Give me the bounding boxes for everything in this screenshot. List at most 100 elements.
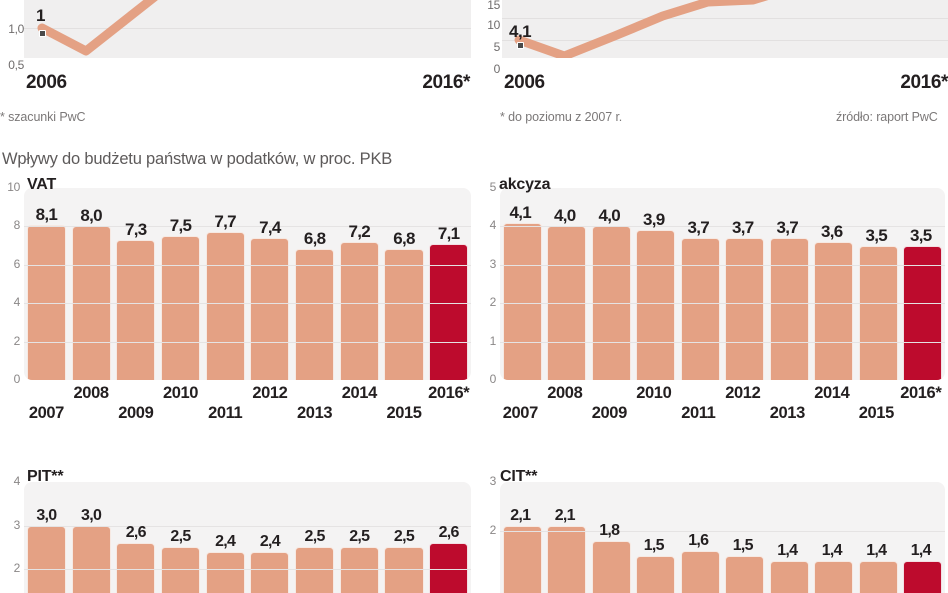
bar-2009[interactable]: [591, 541, 631, 593]
bar-2010[interactable]: [160, 547, 201, 593]
bars-layer: [500, 188, 945, 380]
bar-2013[interactable]: [295, 547, 335, 593]
y-tick-label: 0,5: [8, 58, 24, 72]
chart-panel-cit: CIT** 2 3 2,1 2,1 1,8 1,5 1,6 1,5 1,4 1,4 1,4 1,4: [474, 468, 948, 593]
x-tick-label: 2011: [208, 404, 243, 422]
data-point-label: 1: [36, 6, 45, 25]
line-plot-area: [502, 0, 948, 58]
line-series-path: [514, 0, 769, 58]
bar-2016[interactable]: [429, 542, 469, 593]
y-tick-label: 10: [487, 18, 500, 32]
bar-2011[interactable]: [680, 237, 720, 380]
data-point-marker: [39, 30, 46, 37]
bar-2014[interactable]: [339, 241, 379, 380]
bar-2009[interactable]: [116, 239, 156, 380]
bar-2008[interactable]: [71, 525, 111, 593]
bar-2012[interactable]: [725, 556, 765, 593]
x-tick-label: 2014: [341, 384, 378, 402]
bar-2012[interactable]: [725, 237, 765, 380]
bar-value-label: 2,4: [259, 532, 281, 550]
bar-value-label: 1,4: [910, 541, 932, 559]
bar-2011[interactable]: [205, 232, 245, 380]
footnote-left: * szacunki PwC: [0, 110, 86, 124]
y-tick-label: 2: [489, 295, 497, 310]
bar-2016[interactable]: [429, 243, 469, 380]
section-heading: Wpływy do budżetu państwa w podatków, w …: [2, 150, 393, 168]
plot-area: [24, 482, 471, 593]
bar-2007[interactable]: [26, 224, 66, 380]
bars-layer: [24, 482, 471, 593]
bar-value-label: 1,8: [599, 522, 620, 540]
bar-2012[interactable]: [250, 237, 290, 380]
x-tick-label: 2010: [162, 384, 199, 402]
y-tick-label: 4: [13, 295, 21, 310]
bar-2013[interactable]: [769, 237, 809, 380]
bar-2012[interactable]: [250, 551, 290, 593]
bar-2007[interactable]: [502, 526, 542, 593]
bar-2010[interactable]: [160, 236, 201, 380]
y-tick-label: 8: [13, 218, 21, 233]
bar-value-label: 2,5: [349, 528, 370, 546]
x-tick-label: 2010: [636, 384, 672, 402]
bar-2009[interactable]: [116, 542, 156, 593]
gridline: [24, 303, 471, 305]
y-tick-label: 3: [13, 517, 21, 532]
bar-2010[interactable]: [636, 556, 676, 593]
bar-value-label: 8,0: [80, 206, 102, 226]
y-tick-label: 10: [7, 180, 20, 194]
bar-2013[interactable]: [295, 249, 335, 380]
bar-2007[interactable]: [502, 222, 542, 380]
gridline: [502, 18, 948, 19]
y-tick-label: 2: [13, 333, 21, 348]
x-axis-end-year: 2016*: [422, 72, 470, 93]
bar-value-label: 2,1: [554, 507, 576, 525]
x-tick-label: 2012: [725, 384, 761, 402]
bar-value-label: 3,0: [81, 506, 102, 524]
source-attribution: źródło: raport PwC: [836, 110, 938, 124]
bar-2010[interactable]: [636, 230, 676, 380]
bar-2007[interactable]: [26, 525, 66, 593]
bar-2008[interactable]: [547, 526, 587, 593]
bar-value-label: 3,7: [687, 217, 710, 237]
bar-value-label: 7,4: [259, 217, 281, 237]
bar-2015[interactable]: [384, 249, 424, 380]
bar-value-label: 1,4: [777, 541, 798, 559]
bar-value-label: 1,5: [643, 537, 665, 554]
x-tick-label: 2009: [118, 404, 154, 422]
bar-2014[interactable]: [814, 560, 854, 593]
bar-2013[interactable]: [769, 560, 809, 593]
bar-2011[interactable]: [205, 551, 245, 593]
x-tick-label: 2014: [814, 384, 850, 402]
bar-value-label: 4,0: [554, 206, 576, 226]
x-tick-label: 2013: [769, 404, 806, 422]
bar-2015[interactable]: [384, 547, 424, 593]
bar-2014[interactable]: [814, 241, 854, 380]
bar-2014[interactable]: [339, 547, 379, 593]
gridline: [500, 341, 945, 343]
y-tick-label: 4: [489, 218, 497, 233]
bar-2016[interactable]: [903, 560, 943, 593]
gridline: [24, 28, 471, 29]
y-tick-label: 0: [493, 62, 501, 76]
bar-2015[interactable]: [858, 245, 898, 380]
bar-value-label: 3,7: [776, 217, 799, 237]
bar-value-label: 2,4: [215, 532, 236, 550]
bar-value-label: 2,5: [393, 528, 415, 546]
x-tick-label: 2016*: [900, 384, 942, 402]
bar-value-label: 3,6: [821, 221, 843, 241]
chart-title: PIT**: [27, 468, 64, 485]
y-tick-label: 2: [489, 523, 497, 538]
bar-value-label: 1,6: [688, 532, 709, 550]
x-tick-label: 2007: [28, 404, 65, 422]
gridline: [24, 226, 471, 228]
bar-2011[interactable]: [680, 551, 720, 593]
bar-2015[interactable]: [858, 560, 898, 593]
gridline: [500, 303, 945, 305]
bar-value-label: 1,4: [866, 541, 887, 559]
data-point-marker: [517, 42, 524, 49]
top-line-chart-row: 1,0 0,5 1 2006 2016* * szacunki PwC 15 1…: [0, 0, 948, 140]
bar-value-label: 7,3: [125, 219, 147, 239]
y-tick-label: 5: [493, 40, 501, 54]
x-tick-label: 2007: [502, 404, 539, 422]
bar-2016[interactable]: [903, 245, 943, 380]
